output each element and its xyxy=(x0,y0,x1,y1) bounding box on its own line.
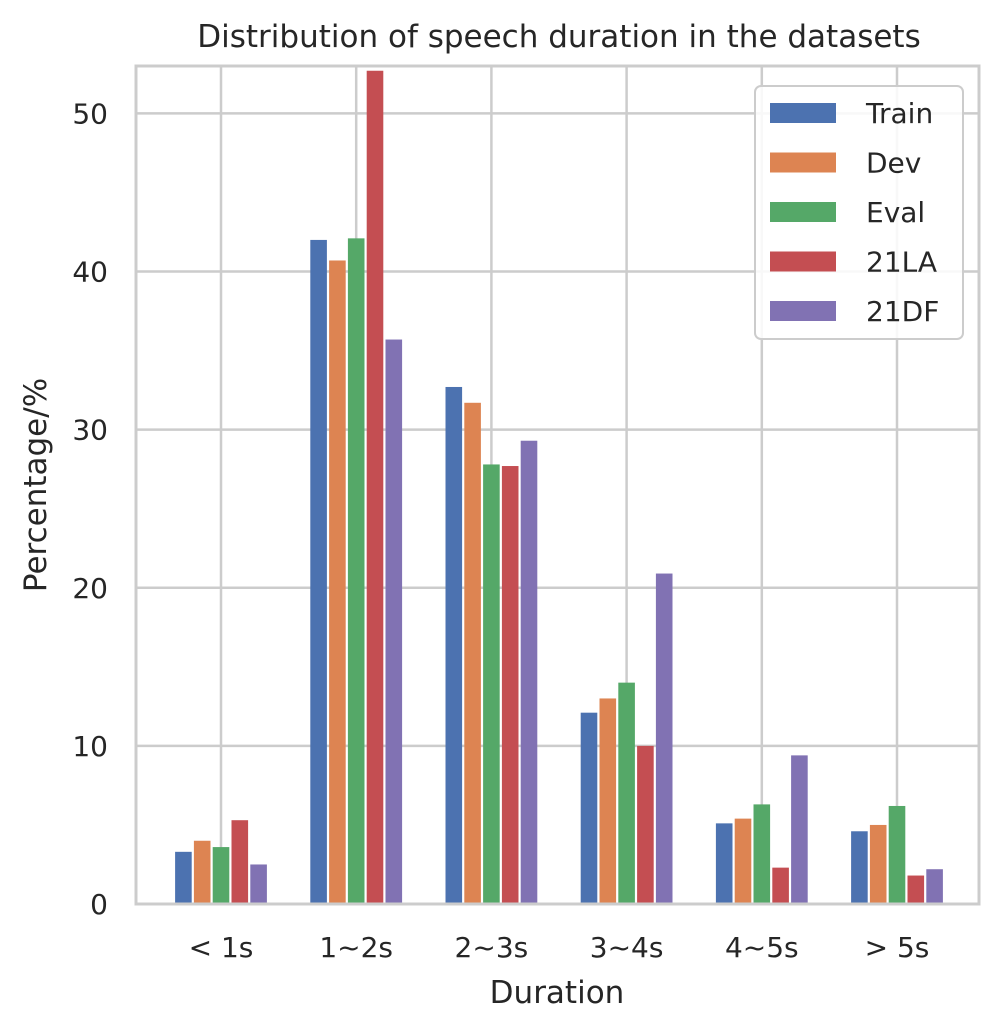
bar xyxy=(618,682,635,904)
legend-swatch xyxy=(770,152,836,173)
bar xyxy=(212,847,230,904)
x-axis-ticks: < 1s 1~2s 2~3s 3~4s 4~5s > 5s xyxy=(189,931,930,964)
y-axis-ticks: 0 10 20 30 40 50 xyxy=(72,97,108,921)
bar xyxy=(193,840,211,904)
bar xyxy=(329,260,346,904)
bar xyxy=(347,238,365,905)
legend-label: Dev xyxy=(866,147,921,180)
y-tick-label: 30 xyxy=(72,414,108,447)
x-tick-label: > 5s xyxy=(865,931,930,964)
bar xyxy=(715,823,733,904)
bar xyxy=(231,820,249,904)
bar xyxy=(250,864,267,904)
bar xyxy=(655,573,673,904)
legend-swatch xyxy=(770,251,836,272)
legend: Train Dev Eval 21LA 21DF xyxy=(754,85,964,340)
bar xyxy=(637,745,654,904)
bar xyxy=(869,824,887,904)
x-tick-label: 4~5s xyxy=(725,931,799,964)
legend-label: Eval xyxy=(866,196,925,229)
y-tick-label: 0 xyxy=(90,888,108,921)
x-tick-label: < 1s xyxy=(189,931,254,964)
legend-label: Train xyxy=(865,97,933,130)
legend-box xyxy=(754,85,964,340)
bar xyxy=(385,339,403,904)
y-tick-label: 10 xyxy=(72,730,108,763)
x-tick-label: 1~2s xyxy=(319,931,393,964)
chart-title: Distribution of speech duration in the d… xyxy=(197,19,920,55)
bar xyxy=(366,70,384,904)
legend-label: 21LA xyxy=(866,246,937,279)
bar xyxy=(501,466,519,904)
y-axis-label: Percentage/% xyxy=(18,378,54,592)
bar xyxy=(907,875,925,904)
x-axis-label: Duration xyxy=(490,975,625,1011)
legend-label: 21DF xyxy=(866,295,939,328)
bar xyxy=(851,831,868,904)
bar xyxy=(483,464,500,904)
bar xyxy=(599,698,617,904)
bar xyxy=(753,804,771,904)
bar xyxy=(926,869,943,904)
bars xyxy=(175,70,943,905)
x-tick-label: 3~4s xyxy=(590,931,664,964)
legend-swatch xyxy=(770,301,836,321)
legend-swatch xyxy=(770,202,836,222)
y-tick-label: 40 xyxy=(72,256,108,289)
bar xyxy=(175,851,192,904)
bar xyxy=(520,440,538,904)
bar xyxy=(580,712,598,904)
bar xyxy=(445,386,463,904)
x-tick-label: 2~3s xyxy=(455,931,529,964)
y-tick-label: 20 xyxy=(72,572,108,605)
legend-swatch xyxy=(770,103,836,123)
bar xyxy=(772,867,789,904)
plot-frame xyxy=(134,64,981,906)
bar xyxy=(888,805,906,904)
bar xyxy=(734,818,752,904)
bar xyxy=(464,402,481,904)
bar xyxy=(791,755,808,904)
y-tick-label: 50 xyxy=(72,97,108,130)
bar xyxy=(310,239,327,904)
